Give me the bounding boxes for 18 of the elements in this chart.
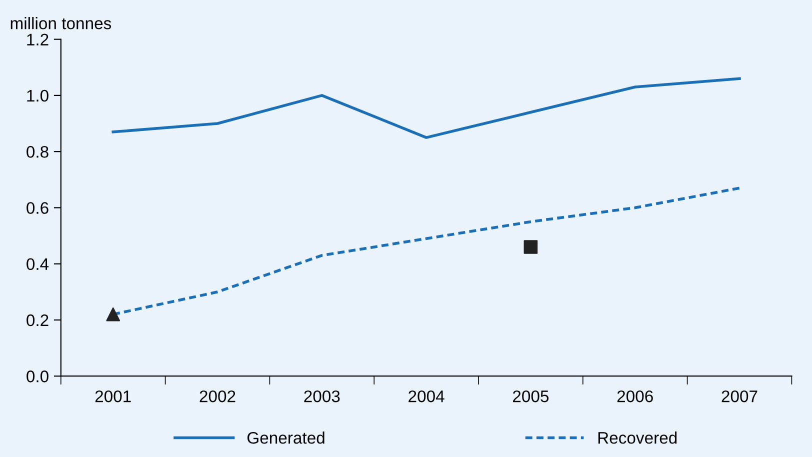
line-series [112, 77, 741, 139]
y-tick-label: 0.8 [26, 146, 48, 158]
x-tick-label: 2005 [513, 390, 549, 402]
x-tick-label: 2001 [95, 390, 131, 402]
x-tick-label: 2004 [408, 390, 444, 402]
y-tick-label: 0.2 [26, 314, 48, 326]
x-tick-label: 2006 [617, 390, 653, 402]
x-tick-label: 2002 [200, 390, 236, 402]
legend-label: Recovered [598, 432, 677, 444]
y-tick-label: 0.0 [26, 370, 48, 382]
y-tick-label: 0.4 [26, 258, 49, 270]
y-tick-label: 1.2 [27, 34, 48, 46]
y-tick-label: 0.6 [26, 202, 48, 214]
y-tick-label: 1.0 [27, 90, 48, 102]
legend-label: Generated [247, 432, 324, 444]
x-tick-label: 2007 [722, 390, 758, 402]
x-tick-label: 2003 [304, 390, 340, 402]
y-axis-title: million tonnes [10, 17, 112, 30]
